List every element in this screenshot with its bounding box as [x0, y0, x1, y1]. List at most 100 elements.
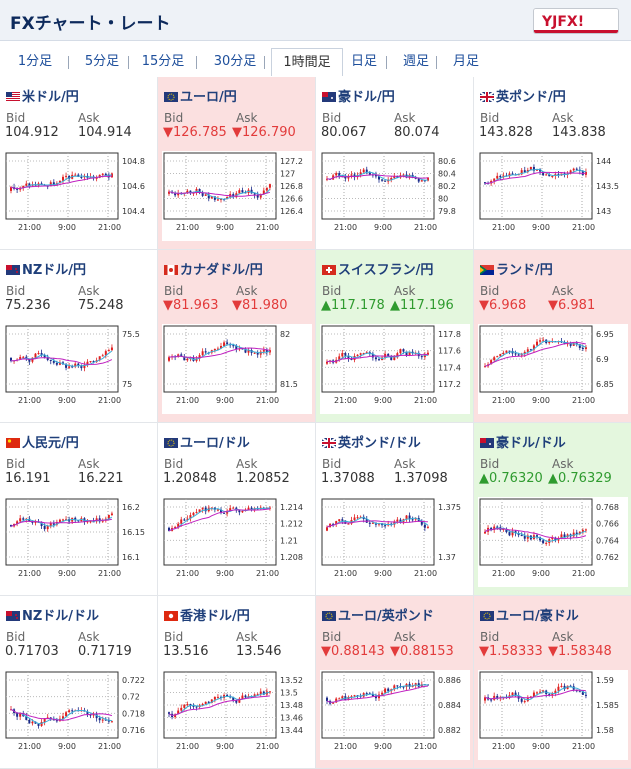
candle-body: [262, 691, 265, 695]
pair-name[interactable]: カナダドル/円: [164, 259, 263, 278]
ask-value: 0.71719: [78, 644, 132, 659]
candle-body: [408, 515, 411, 520]
x-tick-label: 9:00: [58, 742, 76, 751]
ask-label: Ask: [78, 111, 100, 125]
rate-card[interactable]: 英ポンド/円 Bid Ask 143.828 143.838 144 143.5 143 21:…: [474, 77, 631, 250]
tab-4[interactable]: 1時間足: [271, 48, 343, 76]
ma-long-line: [326, 520, 428, 528]
pair-name[interactable]: 香港ドル/円: [164, 605, 250, 624]
ask-value: 1.37098: [394, 471, 448, 486]
pair-name[interactable]: 英ポンド/円: [480, 86, 566, 105]
rate-card[interactable]: ユーロ/円 Bid Ask ▼126.785 ▼126.790 127.2 127 126.8…: [158, 77, 316, 250]
candle-body: [493, 178, 496, 181]
candle-body: [551, 693, 554, 696]
pair-name[interactable]: ユーロ/ドル: [164, 432, 250, 451]
tab-7[interactable]: 月足: [452, 54, 479, 69]
pair-name[interactable]: NZドル/円: [6, 259, 86, 278]
rate-card[interactable]: 米ドル/円 Bid Ask 104.912 104.914 104.8 104.6 104.4…: [0, 77, 158, 250]
tab-2[interactable]: 15分足: [141, 54, 185, 69]
rate-card[interactable]: 豪ドル/ドル Bid Ask ▲0.76320 ▲0.76329 0.768 0.766 0.…: [474, 423, 631, 596]
candle-body: [365, 693, 368, 695]
candle-body: [529, 166, 532, 170]
candle-body: [584, 694, 587, 696]
candle-body: [28, 183, 31, 186]
candle-body: [189, 515, 192, 519]
candle-body: [560, 534, 563, 539]
pair-name[interactable]: 英ポンド/ドル: [322, 432, 421, 451]
rate-card[interactable]: ユーロ/ドル Bid Ask 1.20848 1.20852 1.214 1.212 1.21…: [158, 423, 316, 596]
ask-value: 16.221: [78, 471, 124, 486]
candle-body: [335, 521, 338, 525]
y-tick-label: 16.2: [122, 503, 140, 512]
candle-body: [551, 176, 554, 178]
candle-body: [414, 177, 417, 179]
yjfx-logo[interactable]: YJFX!: [533, 8, 619, 34]
rate-card[interactable]: 香港ドル/円 Bid Ask 13.516 13.546 13.52 13.5 13.48 13…: [158, 596, 316, 769]
cn-flag-icon: [6, 438, 20, 448]
rate-card[interactable]: カナダドル/円 Bid Ask ▼81.963 ▼81.980 82 81.5 21:00 9:…: [158, 250, 316, 423]
rate-card[interactable]: 人民元/円 Bid Ask 16.191 16.221 16.2 16.15 16.1 21:0…: [0, 423, 158, 596]
pair-name[interactable]: スイスフラン/円: [322, 259, 433, 278]
candle-body: [265, 187, 268, 191]
rate-card[interactable]: スイスフラン/円 Bid Ask ▲117.178 ▲117.196 117.8 117.6…: [316, 250, 474, 423]
rate-card[interactable]: NZドル/円 Bid Ask 75.236 75.248 75.5 75 21:00 9:00 2…: [0, 250, 158, 423]
tab-5[interactable]: 日足: [350, 54, 377, 69]
rate-card[interactable]: ユーロ/豪ドル Bid Ask ▼1.58333 ▼1.58348 1.59 1.585 1.…: [474, 596, 631, 769]
rate-card[interactable]: ユーロ/英ポンド Bid Ask ▼0.88143 ▼0.88153 0.886 0.884…: [316, 596, 474, 769]
pair-name[interactable]: ランド/円: [480, 259, 553, 278]
candle-body: [34, 721, 37, 724]
x-tick-label: 9:00: [532, 223, 550, 232]
pair-name[interactable]: 人民元/円: [6, 432, 79, 451]
rate-card[interactable]: NZドル/ドル Bid Ask 0.71703 0.71719 0.722 0.72 0.71…: [0, 596, 158, 769]
us-flag-icon: [6, 92, 20, 102]
candle-body: [89, 521, 92, 523]
candle-body: [52, 523, 55, 525]
candle-body: [584, 347, 587, 349]
rate-card[interactable]: 豪ドル/円 Bid Ask 80.067 80.074 80.6 80.4 80.2 80 79.…: [316, 77, 474, 250]
rate-card[interactable]: 英ポンド/ドル Bid Ask 1.37088 1.37098 1.375 1.37 21:0…: [316, 423, 474, 596]
ask-label: Ask: [552, 630, 574, 644]
ask-value: ▼126.790: [232, 125, 296, 140]
candle-body: [551, 537, 554, 540]
rate-card[interactable]: ランド/円 Bid Ask ▼6.968 ▼6.981 6.95 6.9 6.85 21:00 9…: [474, 250, 631, 423]
ma-long-line: [168, 191, 271, 197]
pair-name[interactable]: 豪ドル/ドル: [480, 432, 566, 451]
candle-body: [92, 714, 95, 716]
candle-body: [52, 182, 55, 185]
y-tick-label: 1.214: [280, 503, 303, 512]
candle-body: [244, 192, 247, 194]
tab-6[interactable]: 週足: [402, 54, 429, 69]
pair-name[interactable]: ユーロ/英ポンド: [322, 605, 434, 624]
pair-name[interactable]: ユーロ/豪ドル: [480, 605, 579, 624]
tab-3[interactable]: 30分足: [213, 54, 257, 69]
candle-body: [28, 518, 31, 522]
pair-name-label: ユーロ/豪ドル: [496, 609, 579, 624]
pair-name[interactable]: 豪ドル/円: [322, 86, 395, 105]
tab-0[interactable]: 1分足: [17, 54, 53, 69]
pair-name[interactable]: ユーロ/円: [164, 86, 237, 105]
candle-body: [335, 173, 338, 176]
x-tick-label: 21:00: [98, 396, 121, 405]
pair-name[interactable]: 米ドル/円: [6, 86, 79, 105]
pair-name[interactable]: NZドル/ドル: [6, 605, 99, 624]
tab-1[interactable]: 5分足: [84, 54, 120, 69]
candle-body: [186, 358, 189, 361]
candle-body: [232, 345, 235, 347]
candle-body: [514, 692, 517, 696]
